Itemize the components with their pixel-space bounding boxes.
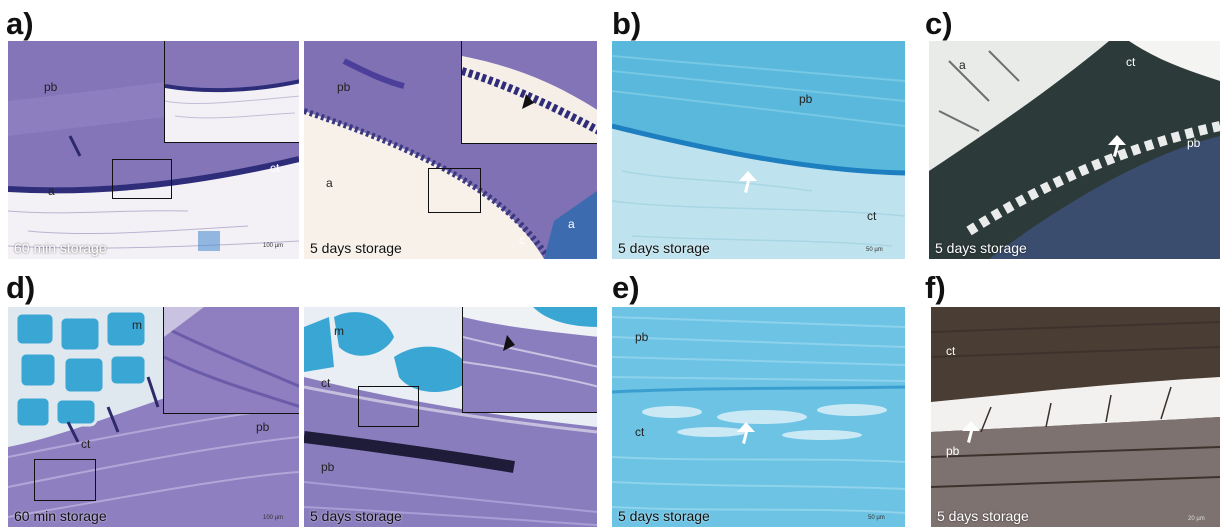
label-pb: pb [44, 80, 58, 94]
caption-a-left: 60 min storage [14, 240, 107, 256]
panel-d-left-inset [163, 307, 299, 414]
panel-letter-c: c) [925, 6, 953, 41]
caption-b: 5 days storage [618, 240, 710, 256]
arrow-icon [962, 421, 980, 443]
arrow-icon [1108, 135, 1126, 157]
panel-e-image [612, 307, 905, 527]
panel-d-left-roi-box [34, 459, 96, 501]
label-a: a [48, 184, 55, 198]
arrow-icon [737, 422, 755, 444]
label-a: a [959, 58, 966, 72]
label-pb: pb [1187, 136, 1201, 150]
label-ct: ct [81, 437, 91, 451]
panel-b-micrograph: pb ct 50 µm 5 days storage [612, 41, 905, 259]
label-ct: ct [321, 376, 331, 390]
panel-f-image [931, 307, 1220, 527]
caption-c: 5 days storage [935, 240, 1027, 256]
panel-b-image [612, 41, 905, 259]
label-c: c [519, 233, 525, 247]
scale-bar-label: 50 µm [866, 247, 883, 253]
caption-d-right: 5 days storage [310, 508, 402, 524]
caption-d-left: 60 min storage [14, 508, 107, 524]
label-pb: pb [635, 330, 649, 344]
panel-letter-d: d) [6, 270, 36, 305]
panel-d-right-micrograph: m ct pb 5 days storage [304, 307, 597, 527]
panel-f-micrograph: ct pb 20 µm 5 days storage [931, 307, 1220, 527]
label-a: a [326, 176, 333, 190]
caption-e: 5 days storage [618, 508, 710, 524]
label-ct: ct [635, 425, 645, 439]
panel-letter-b: b) [612, 6, 642, 41]
panel-letter-f: f) [925, 270, 946, 305]
label-a: a [568, 217, 575, 231]
panel-e-micrograph: pb ct 50 µm 5 days storage [612, 307, 905, 527]
caption-f: 5 days storage [937, 508, 1029, 524]
scale-bar-label: 50 µm [868, 515, 885, 521]
panel-a-right-inset [461, 41, 597, 144]
label-m: m [334, 324, 344, 338]
label-pb: pb [337, 80, 351, 94]
label-ct: ct [270, 161, 280, 175]
label-pb: pb [256, 420, 270, 434]
panel-a-right-roi-box [428, 168, 481, 213]
panel-d-left-micrograph: m ct pb 100 µm 60 min storage [8, 307, 299, 527]
label-pb: pb [321, 460, 335, 474]
panel-a-left-roi-box [112, 159, 172, 199]
panel-c-micrograph: a ct pb 5 days storage [929, 41, 1220, 259]
panel-letter-a: a) [6, 6, 34, 41]
scale-bar-label: 100 µm [263, 243, 284, 249]
label-ct: ct [867, 209, 877, 223]
label-ct: ct [1126, 55, 1136, 69]
panel-a-left-micrograph: pb a ct 100 µm 60 min storage [8, 41, 299, 259]
label-pb: pb [799, 92, 813, 106]
panel-a-right-micrograph: pb a a c 5 days storage [304, 41, 597, 259]
panel-d-right-roi-box [358, 386, 419, 427]
panel-d-right-inset [462, 307, 597, 413]
scale-bar-label: 20 µm [1188, 516, 1205, 522]
panel-letter-e: e) [612, 270, 640, 305]
caption-a-right: 5 days storage [310, 240, 402, 256]
label-pb: pb [946, 444, 960, 458]
panel-c-image [929, 41, 1220, 259]
arrow-icon [739, 171, 757, 193]
panel-a-left-inset [164, 41, 299, 143]
label-m: m [132, 318, 142, 332]
label-ct: ct [946, 344, 956, 358]
scale-bar-label: 100 µm [263, 515, 284, 521]
